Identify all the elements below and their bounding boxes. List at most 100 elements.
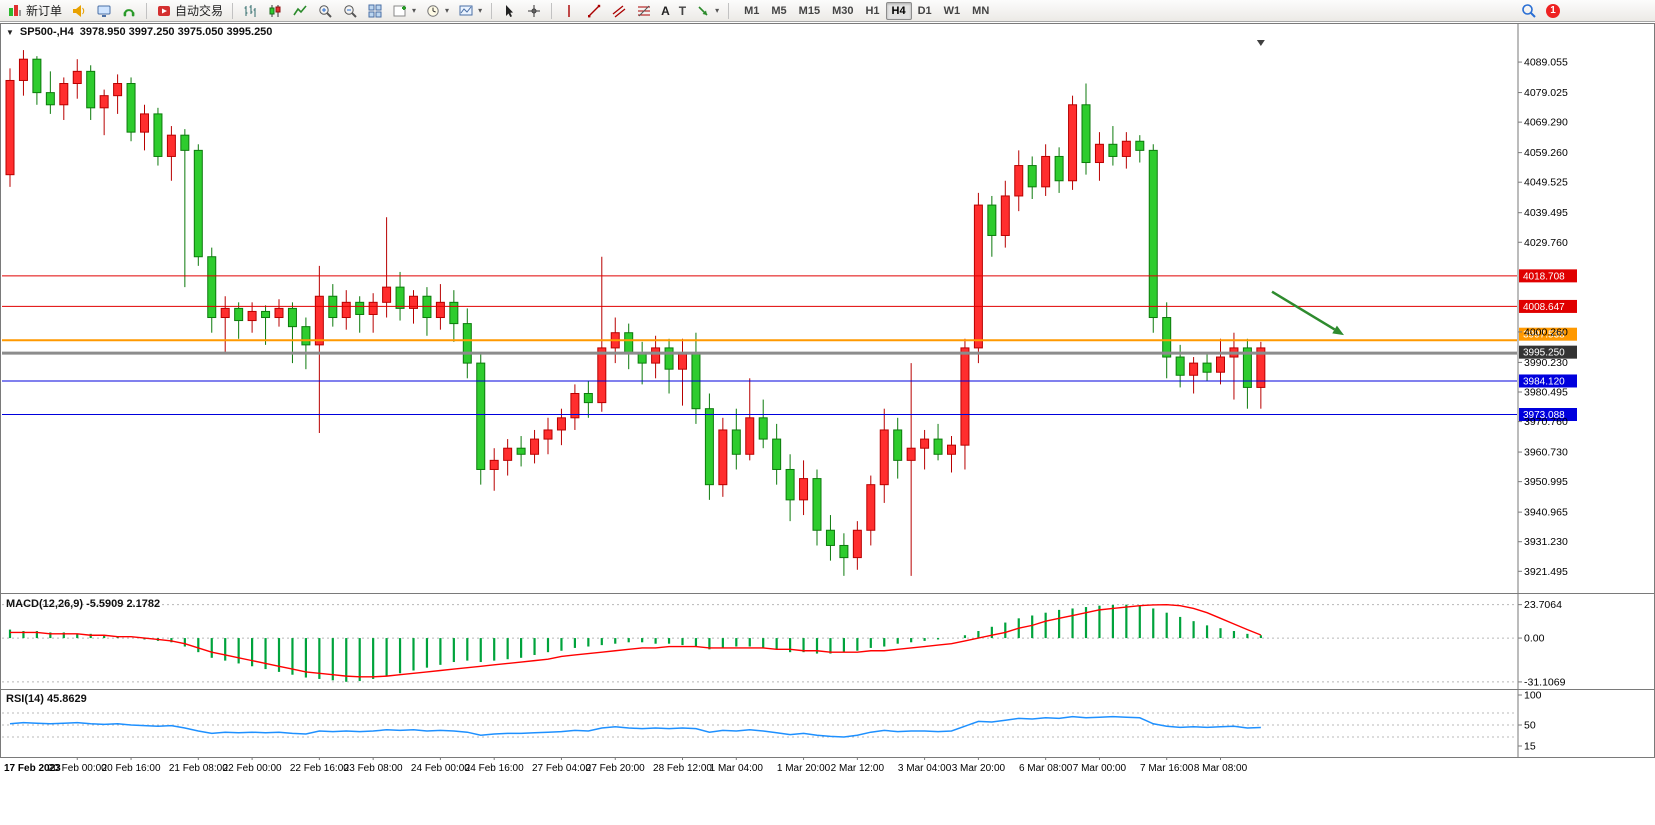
terminal-button[interactable] (92, 1, 116, 20)
fibonacci-icon (636, 3, 652, 18)
period-button[interactable]: ▾ (421, 1, 453, 20)
svg-text:0.00: 0.00 (1524, 633, 1545, 645)
horizontal-lines[interactable]: 4018.708 4008.647 3997.538 3984.120 3973.088… (2, 269, 1577, 422)
svg-text:24 Feb 16:00: 24 Feb 16:00 (465, 763, 524, 774)
svg-text:23 Feb 08:00: 23 Feb 08:00 (344, 763, 403, 774)
trendline-button[interactable] (582, 1, 606, 20)
svg-text:3921.495: 3921.495 (1524, 566, 1568, 578)
new-chart-button[interactable]: ▾ (388, 1, 420, 20)
svg-text:27 Feb 20:00: 27 Feb 20:00 (586, 763, 645, 774)
template-button[interactable]: ▾ (454, 1, 486, 20)
svg-text:4008.647: 4008.647 (1523, 302, 1565, 313)
svg-text:3950.995: 3950.995 (1524, 476, 1568, 488)
svg-text:3 Mar 04:00: 3 Mar 04:00 (898, 763, 952, 774)
cursor-button[interactable] (497, 1, 521, 20)
svg-text:15: 15 (1524, 741, 1536, 753)
horn-icon (71, 3, 87, 18)
svg-text:-31.1069: -31.1069 (1524, 676, 1566, 688)
auto-trading-icon (156, 3, 172, 18)
timeframe-mn[interactable]: MN (972, 4, 990, 17)
tile-windows-button[interactable] (363, 1, 387, 20)
candlestick-chart-icon (267, 3, 283, 18)
toolbar-right-group: 1 (1516, 1, 1560, 20)
text-tool-button[interactable]: A (657, 1, 674, 20)
new-order-button[interactable]: 新订单 (3, 1, 66, 20)
svg-text:23.7064: 23.7064 (1524, 599, 1562, 611)
svg-text:4069.290: 4069.290 (1524, 117, 1568, 129)
chevron-down-icon: ▾ (715, 6, 720, 15)
timeframe-h1[interactable]: H1 (865, 4, 880, 17)
svg-text:3980.495: 3980.495 (1524, 386, 1568, 398)
svg-text:28 Feb 12:00: 28 Feb 12:00 (653, 763, 712, 774)
svg-text:4049.525: 4049.525 (1524, 177, 1568, 189)
svg-text:4018.708: 4018.708 (1523, 271, 1565, 282)
fibonacci-button[interactable] (632, 1, 656, 20)
line-chart-button[interactable] (288, 1, 312, 20)
svg-text:3970.760: 3970.760 (1524, 416, 1568, 428)
toolbar-separator (232, 2, 234, 19)
svg-text:50: 50 (1524, 720, 1536, 732)
timeframe-group: M1 M5 M15 M30 H1 H4 D1 W1 MN (738, 1, 995, 20)
search-icon (1520, 3, 1536, 18)
sound-alert-button[interactable] (67, 1, 91, 20)
vertical-line-icon (561, 3, 577, 18)
timeframe-m1[interactable]: M1 (744, 4, 760, 17)
chart-canvas[interactable]: 4018.708 4008.647 3997.538 3984.120 3973.088… (0, 22, 1655, 825)
tile-windows-icon (367, 3, 383, 18)
svg-text:3931.230: 3931.230 (1524, 536, 1568, 548)
timeframe-m15[interactable]: M15 (798, 4, 821, 17)
chevron-down-icon: ▾ (478, 6, 483, 15)
svg-text:3995.250: 3995.250 (1523, 348, 1565, 359)
svg-text:1 Mar 20:00: 1 Mar 20:00 (777, 763, 831, 774)
support-button[interactable] (117, 1, 141, 20)
monitor-icon (96, 3, 112, 18)
chevron-down-icon: ▾ (445, 6, 450, 15)
svg-text:3960.730: 3960.730 (1524, 447, 1568, 459)
svg-text:4079.025: 4079.025 (1524, 87, 1568, 99)
svg-text:6 Mar 08:00: 6 Mar 08:00 (1019, 763, 1073, 774)
svg-text:21 Feb 08:00: 21 Feb 08:00 (169, 763, 228, 774)
new-order-label: 新订单 (26, 4, 63, 18)
auto-trading-button[interactable]: 自动交易 (152, 1, 227, 20)
toolbar-separator (728, 2, 730, 19)
timeframe-h4[interactable]: H4 (885, 1, 912, 20)
new-chart-icon (392, 3, 408, 18)
equidistant-channel-button[interactable] (607, 1, 631, 20)
main-toolbar: 新订单 自动交易 (0, 0, 1655, 22)
timeframe-d1[interactable]: D1 (917, 4, 932, 17)
svg-text:4059.260: 4059.260 (1524, 147, 1568, 159)
svg-text:27 Feb 04:00: 27 Feb 04:00 (532, 763, 591, 774)
zoom-in-button[interactable] (313, 1, 337, 20)
vertical-line-button[interactable] (557, 1, 581, 20)
text-tool-label: A (661, 3, 670, 18)
cursor-icon (501, 3, 517, 18)
search-button[interactable] (1516, 1, 1540, 20)
notification-badge[interactable]: 1 (1546, 3, 1560, 18)
timeframe-m30[interactable]: M30 (832, 4, 854, 17)
trend-arrow-annotation[interactable] (1271, 290, 1344, 336)
svg-text:4089.055: 4089.055 (1524, 57, 1568, 69)
svg-text:3990.230: 3990.230 (1524, 357, 1568, 369)
candlestick-chart-button[interactable] (263, 1, 287, 20)
label-tool-button[interactable]: T (675, 1, 690, 20)
svg-text:4029.760: 4029.760 (1524, 237, 1568, 249)
svg-text:20 Feb 00:00: 20 Feb 00:00 (48, 763, 107, 774)
chart-region: 4018.708 4008.647 3997.538 3984.120 3973.088… (0, 22, 1655, 825)
crosshair-button[interactable] (522, 1, 546, 20)
svg-text:20 Feb 16:00: 20 Feb 16:00 (102, 763, 161, 774)
svg-text:3 Mar 20:00: 3 Mar 20:00 (952, 763, 1006, 774)
zoom-out-button[interactable] (338, 1, 362, 20)
one-click-trading-toggle[interactable]: ▼ (6, 27, 14, 37)
chart-frame (0, 23, 1655, 758)
bar-chart-button[interactable] (238, 1, 262, 20)
arrow-tool-icon (695, 3, 711, 18)
timeframe-w1[interactable]: W1 (943, 4, 961, 17)
clock-icon (425, 3, 441, 18)
timeframe-m5[interactable]: M5 (771, 4, 787, 17)
svg-text:22 Feb 16:00: 22 Feb 16:00 (290, 763, 349, 774)
svg-text:3997.538: 3997.538 (1523, 330, 1565, 341)
svg-text:24 Feb 00:00: 24 Feb 00:00 (411, 763, 470, 774)
arrows-tool-button[interactable]: ▾ (691, 1, 723, 20)
template-icon (458, 3, 474, 18)
